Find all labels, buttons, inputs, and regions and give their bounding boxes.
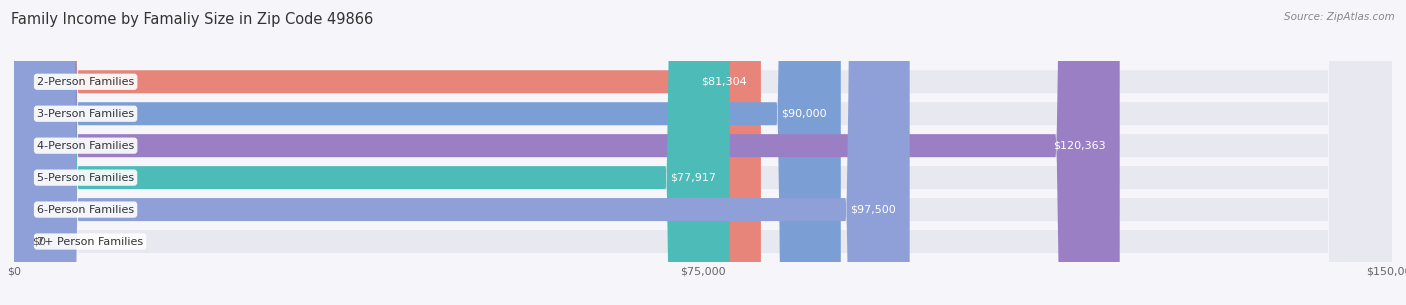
FancyBboxPatch shape xyxy=(14,0,1392,305)
FancyBboxPatch shape xyxy=(14,0,1392,305)
Text: 7+ Person Families: 7+ Person Families xyxy=(37,237,143,246)
Text: 4-Person Families: 4-Person Families xyxy=(37,141,135,151)
Text: $81,304: $81,304 xyxy=(702,77,747,87)
FancyBboxPatch shape xyxy=(14,0,841,305)
FancyBboxPatch shape xyxy=(14,0,730,305)
Text: 5-Person Families: 5-Person Families xyxy=(37,173,134,183)
Text: $97,500: $97,500 xyxy=(851,205,896,215)
Text: $0: $0 xyxy=(32,237,46,246)
Text: 2-Person Families: 2-Person Families xyxy=(37,77,135,87)
FancyBboxPatch shape xyxy=(14,0,910,305)
Text: Family Income by Famaliy Size in Zip Code 49866: Family Income by Famaliy Size in Zip Cod… xyxy=(11,12,374,27)
FancyBboxPatch shape xyxy=(14,0,1392,305)
Text: $90,000: $90,000 xyxy=(782,109,827,119)
FancyBboxPatch shape xyxy=(14,0,1119,305)
Text: $77,917: $77,917 xyxy=(671,173,716,183)
FancyBboxPatch shape xyxy=(14,0,1392,305)
Text: $120,363: $120,363 xyxy=(1053,141,1107,151)
FancyBboxPatch shape xyxy=(14,0,761,305)
Text: Source: ZipAtlas.com: Source: ZipAtlas.com xyxy=(1284,12,1395,22)
Text: 6-Person Families: 6-Person Families xyxy=(37,205,134,215)
Text: 3-Person Families: 3-Person Families xyxy=(37,109,134,119)
FancyBboxPatch shape xyxy=(14,0,1392,305)
FancyBboxPatch shape xyxy=(14,0,1392,305)
